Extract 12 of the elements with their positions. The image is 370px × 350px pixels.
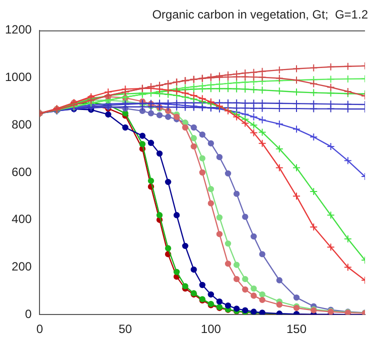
y-tick-label: 0 bbox=[25, 306, 32, 321]
y-tick-label: 200 bbox=[12, 260, 32, 274]
y-tick-label: 1200 bbox=[4, 22, 32, 37]
x-tick-label: 100 bbox=[200, 322, 222, 336]
x-tick-label: 150 bbox=[286, 322, 307, 336]
y-tick-label: 800 bbox=[12, 117, 32, 132]
y-tick-label: 400 bbox=[12, 212, 32, 226]
y-tick-label: 1000 bbox=[4, 70, 32, 84]
y-tick-label: 600 bbox=[12, 164, 32, 179]
x-tick-label: 50 bbox=[118, 322, 132, 336]
chart-title: Organic carbon in vegetation, Gt; G=1.2 bbox=[152, 8, 368, 22]
x-tick-label: 0 bbox=[36, 322, 44, 336]
